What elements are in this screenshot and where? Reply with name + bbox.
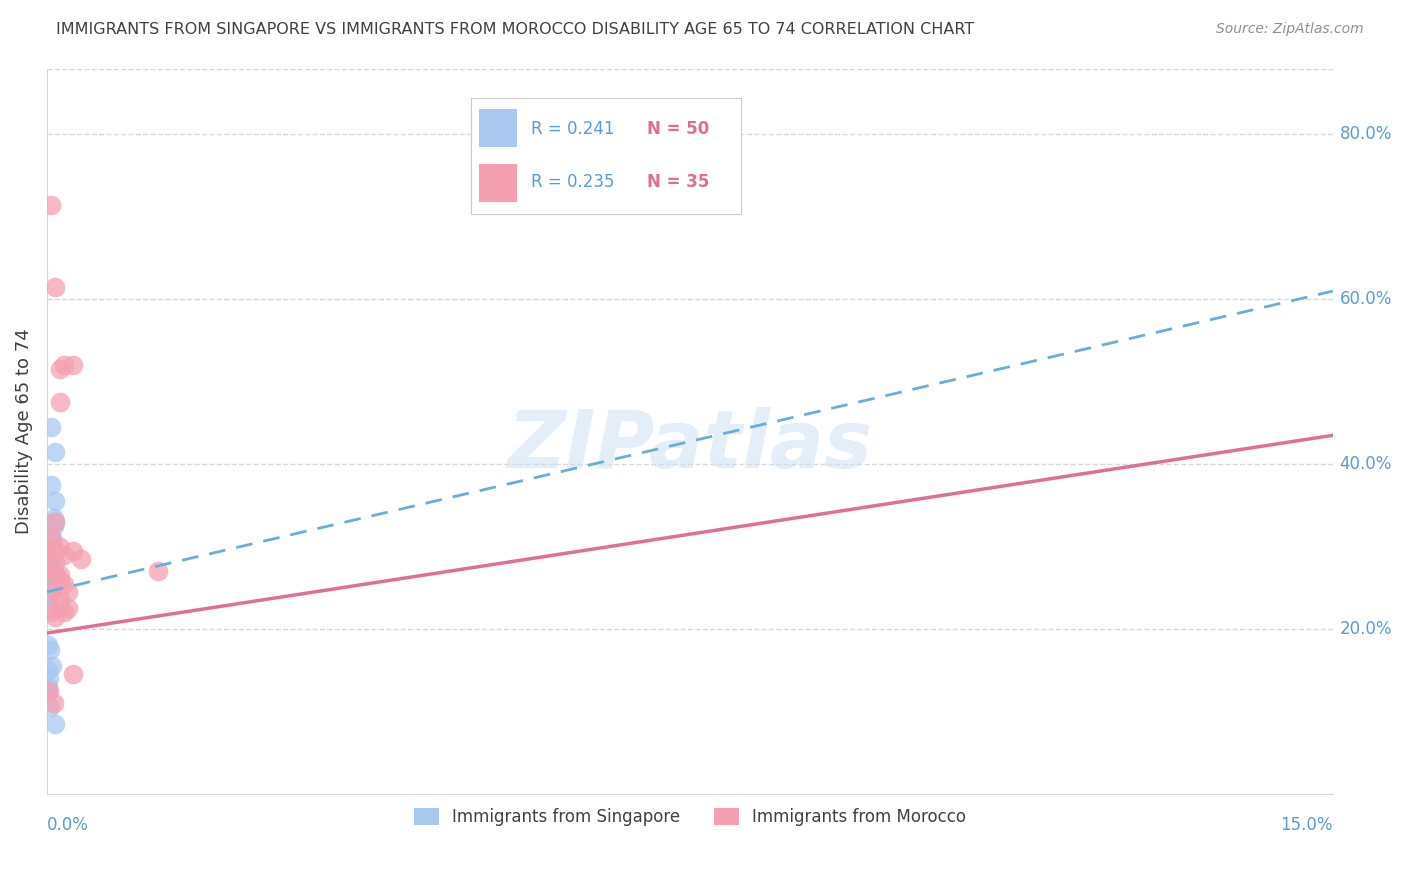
Point (38, 589, 60, 603)
Point (42, 696, 65, 710)
Point (44, 556, 66, 570)
Point (53, 358, 76, 372)
Point (37, 593, 59, 607)
Point (38, 573, 60, 587)
Point (53, 548, 76, 562)
Point (44, 568, 66, 582)
Point (39, 197, 62, 211)
Point (37, 683, 59, 698)
Point (44, 280, 66, 294)
Text: 0.0%: 0.0% (46, 815, 89, 833)
Text: Source: ZipAtlas.com: Source: ZipAtlas.com (1216, 22, 1364, 37)
Point (38, 564, 60, 578)
Point (62, 358, 84, 372)
Point (42, 515, 65, 529)
Point (38, 589, 60, 603)
Point (38, 564, 60, 578)
Text: 80.0%: 80.0% (1340, 126, 1392, 144)
Y-axis label: Disability Age 65 to 74: Disability Age 65 to 74 (15, 328, 32, 534)
Point (62, 543, 84, 558)
Point (37, 581, 59, 595)
Point (41, 568, 63, 582)
Point (39, 585, 62, 599)
Point (39, 581, 62, 595)
Point (41, 535, 63, 549)
Point (48, 593, 70, 607)
Point (38, 585, 60, 599)
Point (37, 585, 59, 599)
Text: 40.0%: 40.0% (1340, 455, 1392, 473)
Point (58, 601, 80, 615)
Point (38, 573, 60, 587)
Point (38, 672, 60, 686)
Text: IMMIGRANTS FROM SINGAPORE VS IMMIGRANTS FROM MOROCCO DISABILITY AGE 65 TO 74 COR: IMMIGRANTS FROM SINGAPORE VS IMMIGRANTS … (56, 22, 974, 37)
Point (44, 494, 66, 508)
Point (39, 601, 62, 615)
Point (53, 606, 76, 620)
Point (48, 568, 70, 582)
Point (42, 510, 65, 524)
Point (41, 531, 63, 545)
Point (39, 606, 62, 620)
Point (39, 552, 62, 566)
Point (37, 680, 59, 694)
Text: 60.0%: 60.0% (1340, 290, 1392, 309)
Point (39, 568, 62, 582)
Point (38, 585, 60, 599)
Point (38, 576, 60, 591)
Point (39, 531, 62, 545)
Point (39, 642, 62, 657)
Point (39, 564, 62, 578)
Text: ZIPatlas: ZIPatlas (508, 407, 873, 484)
Point (37, 576, 59, 591)
Point (38, 560, 60, 574)
Point (48, 362, 70, 376)
Point (38, 683, 60, 698)
Point (44, 716, 66, 731)
Point (37, 589, 59, 603)
Point (37, 663, 59, 677)
Point (39, 477, 62, 491)
Point (37, 568, 59, 582)
Point (39, 560, 62, 574)
Point (39, 420, 62, 434)
Point (39, 540, 62, 554)
Point (48, 601, 70, 615)
Point (62, 667, 84, 681)
Point (37, 564, 59, 578)
Point (44, 568, 66, 582)
Point (41, 659, 63, 673)
Point (44, 515, 66, 529)
Point (58, 585, 80, 599)
Point (39, 573, 62, 587)
Point (48, 573, 70, 587)
Point (38, 573, 60, 587)
Text: 15.0%: 15.0% (1281, 815, 1333, 833)
Point (38, 585, 60, 599)
Legend: Immigrants from Singapore, Immigrants from Morocco: Immigrants from Singapore, Immigrants fr… (408, 801, 973, 832)
Point (38, 548, 60, 562)
Point (44, 543, 66, 558)
Point (48, 395, 70, 409)
Point (70, 552, 93, 566)
Point (37, 639, 59, 653)
Point (42, 564, 65, 578)
Point (44, 609, 66, 624)
Point (44, 515, 66, 529)
Point (38, 564, 60, 578)
Point (148, 564, 170, 578)
Point (38, 568, 60, 582)
Point (38, 556, 60, 570)
Point (42, 519, 65, 533)
Point (48, 540, 70, 554)
Point (44, 543, 66, 558)
Point (39, 700, 62, 714)
Text: 20.0%: 20.0% (1340, 620, 1392, 638)
Point (44, 444, 66, 458)
Point (53, 576, 76, 591)
Point (39, 564, 62, 578)
